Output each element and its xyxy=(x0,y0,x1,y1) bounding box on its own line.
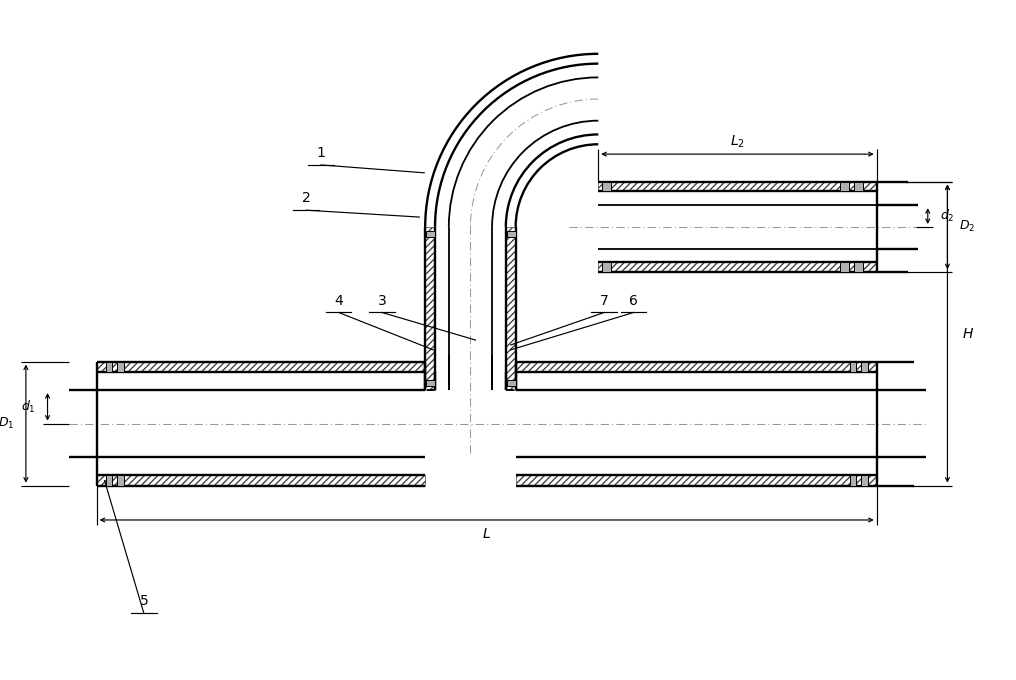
Text: $D_2$: $D_2$ xyxy=(959,220,975,235)
Bar xyxy=(854,262,863,272)
Bar xyxy=(97,475,426,486)
Bar xyxy=(106,475,112,486)
Bar xyxy=(516,362,877,373)
Bar xyxy=(506,227,516,390)
Text: $L$: $L$ xyxy=(483,527,491,541)
Bar xyxy=(118,362,124,373)
Text: 3: 3 xyxy=(378,294,386,307)
Text: 5: 5 xyxy=(139,594,148,609)
Bar xyxy=(840,262,849,272)
Bar xyxy=(507,380,516,386)
Text: $D_1$: $D_1$ xyxy=(0,416,14,431)
Bar xyxy=(516,475,877,486)
Bar xyxy=(426,227,435,390)
Text: $L_2$: $L_2$ xyxy=(729,133,745,150)
Bar xyxy=(106,362,112,373)
Text: $d_2$: $d_2$ xyxy=(940,208,954,224)
Bar xyxy=(602,182,611,192)
Bar xyxy=(118,475,124,486)
Bar xyxy=(602,262,611,272)
Text: $H$: $H$ xyxy=(962,326,974,341)
Bar xyxy=(854,182,863,192)
Bar xyxy=(426,362,435,373)
Text: $d_1$: $d_1$ xyxy=(21,399,36,415)
Bar xyxy=(862,362,868,373)
Text: 6: 6 xyxy=(629,294,638,307)
Text: 7: 7 xyxy=(599,294,609,307)
Bar xyxy=(849,362,855,373)
Bar xyxy=(598,182,877,192)
Bar xyxy=(426,380,435,386)
Bar xyxy=(598,205,877,248)
Bar xyxy=(97,362,426,373)
Text: 4: 4 xyxy=(334,294,343,307)
Bar xyxy=(862,475,868,486)
Bar xyxy=(507,231,516,237)
Text: 2: 2 xyxy=(302,191,311,205)
Bar xyxy=(506,362,516,373)
Bar xyxy=(849,475,855,486)
Bar xyxy=(426,231,435,237)
Bar xyxy=(840,182,849,192)
Text: 1: 1 xyxy=(317,146,325,160)
Bar xyxy=(598,262,877,272)
